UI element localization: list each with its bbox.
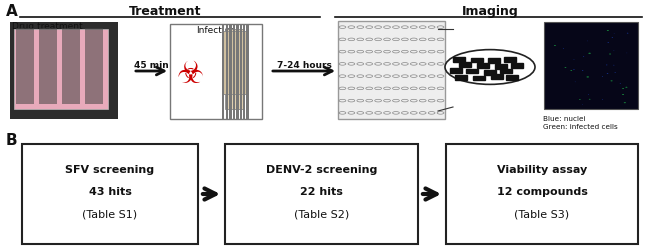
Text: ☣: ☣ [176, 60, 203, 89]
Text: Infection: Infection [196, 26, 236, 35]
FancyBboxPatch shape [225, 144, 418, 244]
FancyBboxPatch shape [236, 25, 239, 120]
Circle shape [582, 71, 583, 72]
Text: (Table S2): (Table S2) [294, 208, 349, 218]
Circle shape [586, 77, 589, 78]
FancyBboxPatch shape [170, 25, 262, 120]
FancyBboxPatch shape [243, 25, 246, 120]
Bar [491, 75, 503, 80]
FancyBboxPatch shape [222, 25, 224, 120]
FancyBboxPatch shape [14, 30, 108, 110]
Text: 12 compounds: 12 compounds [497, 186, 588, 196]
FancyBboxPatch shape [446, 144, 638, 244]
FancyBboxPatch shape [233, 25, 235, 120]
Circle shape [575, 82, 576, 83]
Circle shape [607, 31, 609, 32]
Circle shape [573, 60, 575, 61]
Text: Drug treatment: Drug treatment [12, 22, 83, 31]
FancyBboxPatch shape [39, 29, 57, 104]
Circle shape [445, 50, 535, 85]
Circle shape [608, 43, 609, 44]
FancyBboxPatch shape [544, 23, 638, 110]
FancyBboxPatch shape [62, 29, 80, 104]
Text: 43 hits: 43 hits [88, 186, 131, 196]
Text: (Table S3): (Table S3) [514, 208, 569, 218]
FancyBboxPatch shape [229, 25, 231, 120]
Circle shape [583, 57, 584, 58]
Circle shape [570, 71, 572, 72]
Circle shape [554, 46, 556, 47]
FancyBboxPatch shape [246, 25, 249, 120]
Text: Viability assay: Viability assay [497, 164, 587, 174]
Bar [473, 76, 485, 81]
Bar [466, 70, 478, 74]
FancyBboxPatch shape [338, 22, 445, 120]
Circle shape [609, 54, 611, 55]
FancyBboxPatch shape [10, 23, 118, 120]
Bar [471, 58, 482, 63]
Bar [450, 69, 461, 73]
Bar [511, 64, 523, 68]
Text: A: A [6, 4, 18, 19]
Bar [504, 58, 516, 62]
Text: DENV-2 screening: DENV-2 screening [266, 164, 377, 174]
Text: SFV screening: SFV screening [66, 164, 155, 174]
Bar [500, 70, 512, 74]
Text: Treatment: Treatment [129, 5, 202, 18]
FancyBboxPatch shape [239, 25, 242, 120]
Bar [506, 76, 519, 81]
FancyBboxPatch shape [22, 144, 198, 244]
Bar [459, 63, 471, 67]
Bar [495, 65, 507, 69]
Circle shape [602, 77, 603, 78]
Text: Green: infected cells: Green: infected cells [543, 124, 618, 130]
Bar [452, 58, 465, 62]
Circle shape [624, 103, 626, 104]
Text: (Table S1): (Table S1) [83, 208, 138, 218]
FancyBboxPatch shape [85, 29, 103, 104]
Bar [484, 70, 496, 75]
Text: 22 hits: 22 hits [300, 186, 343, 196]
FancyBboxPatch shape [226, 25, 228, 120]
FancyBboxPatch shape [222, 32, 246, 94]
Bar [489, 59, 500, 64]
Text: Blue: nuclei: Blue: nuclei [543, 116, 586, 121]
Circle shape [563, 49, 564, 50]
Bar [455, 76, 467, 80]
Circle shape [622, 95, 624, 96]
Text: Imaging: Imaging [462, 5, 519, 18]
FancyBboxPatch shape [225, 30, 243, 110]
Text: 45 min: 45 min [134, 61, 168, 70]
Text: B: B [6, 132, 18, 148]
Text: 7-24 hours: 7-24 hours [276, 61, 332, 70]
Circle shape [622, 89, 624, 90]
Bar [477, 64, 489, 68]
Circle shape [610, 81, 612, 82]
FancyBboxPatch shape [16, 29, 34, 104]
